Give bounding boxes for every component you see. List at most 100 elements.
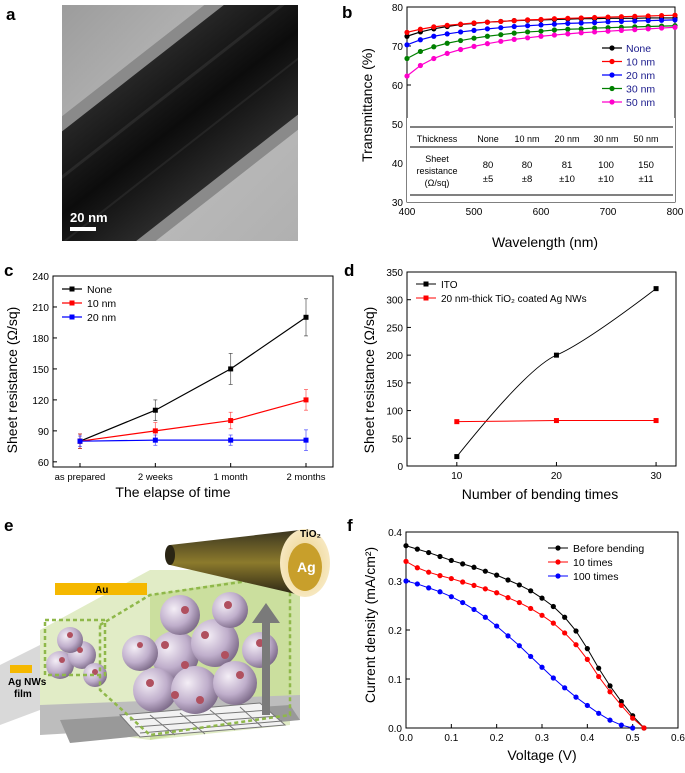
data-point bbox=[672, 17, 678, 23]
data-point bbox=[562, 614, 568, 620]
data-point bbox=[653, 286, 659, 292]
y-tick-label: 350 bbox=[386, 268, 403, 279]
plot-frame-f bbox=[405, 531, 679, 729]
data-point bbox=[538, 28, 544, 34]
x-tick-label: 20 bbox=[551, 471, 563, 482]
data-point bbox=[152, 407, 158, 413]
legend-label: None bbox=[626, 43, 651, 55]
panel-label-a: a bbox=[6, 5, 16, 24]
data-point bbox=[511, 30, 517, 36]
table-header: Thickness bbox=[417, 134, 458, 144]
y-tick-label: 210 bbox=[32, 303, 49, 314]
data-point bbox=[618, 27, 624, 33]
y-tick-label: 70 bbox=[392, 42, 404, 53]
y-tick-label: 40 bbox=[392, 159, 404, 170]
data-point bbox=[618, 698, 624, 705]
table-value: 80 bbox=[522, 160, 533, 171]
data-point bbox=[228, 437, 234, 443]
data-point bbox=[460, 561, 466, 567]
xlabel-b: Wavelength (nm) bbox=[492, 234, 598, 250]
legend-label: 10 nm bbox=[626, 57, 655, 69]
data-point bbox=[539, 664, 545, 670]
legend-marker bbox=[609, 45, 615, 51]
data-point bbox=[498, 32, 504, 38]
table-header: None bbox=[477, 134, 499, 144]
data-point bbox=[431, 44, 437, 50]
data-point bbox=[460, 599, 466, 606]
nanowire-cylinder bbox=[165, 529, 330, 597]
data-point bbox=[538, 33, 544, 39]
x-tick-label: 700 bbox=[600, 207, 617, 218]
y-tick-label: 0.3 bbox=[388, 577, 402, 588]
data-point bbox=[596, 710, 602, 716]
data-point bbox=[550, 675, 556, 681]
data-point bbox=[484, 26, 490, 32]
x-tick-label: 30 bbox=[651, 471, 663, 482]
data-point bbox=[592, 14, 598, 21]
legend-marker bbox=[555, 559, 561, 565]
chart-b: b Wavelength (nm) Transmittance (%) 3040… bbox=[342, 3, 684, 250]
table-value: 80 bbox=[483, 160, 494, 171]
data-point bbox=[404, 55, 410, 62]
data-point bbox=[632, 27, 638, 33]
data-point bbox=[303, 314, 309, 320]
data-point bbox=[458, 21, 464, 27]
y-tick-label: 30 bbox=[392, 198, 404, 209]
series-line-ITO bbox=[456, 288, 657, 457]
y-tick-label: 90 bbox=[38, 427, 50, 438]
legend-label: ITO bbox=[441, 280, 458, 291]
nanowire-mesh bbox=[118, 702, 287, 738]
data-point bbox=[596, 673, 602, 680]
y-tick-label: 0.4 bbox=[388, 528, 402, 539]
panel-label-e: e bbox=[4, 516, 13, 535]
data-point bbox=[471, 20, 477, 26]
series-line-10 nm bbox=[79, 399, 307, 442]
table-row-label: resistance bbox=[416, 166, 457, 176]
data-point bbox=[448, 575, 454, 582]
data-point bbox=[431, 24, 437, 30]
data-point bbox=[498, 38, 504, 44]
data-point bbox=[516, 599, 522, 606]
data-point bbox=[482, 568, 488, 574]
series-line-None bbox=[79, 316, 307, 442]
x-tick-label: 0.1 bbox=[444, 733, 458, 744]
legend-marker bbox=[69, 286, 75, 292]
legend-marker bbox=[609, 85, 615, 92]
x-tick-label: 0.3 bbox=[535, 733, 549, 744]
x-tick-label: 400 bbox=[399, 207, 416, 218]
data-point bbox=[471, 43, 477, 49]
data-point bbox=[525, 23, 531, 29]
data-point bbox=[659, 25, 665, 31]
data-point bbox=[584, 656, 590, 662]
x-tick-label: 2 months bbox=[286, 472, 325, 483]
table-value: 150 bbox=[638, 160, 654, 171]
data-point bbox=[607, 683, 613, 689]
legend-marker bbox=[69, 300, 75, 306]
table-row-label: (Ω/sq) bbox=[425, 178, 450, 188]
x-tick-label: 600 bbox=[533, 207, 550, 218]
data-point bbox=[505, 577, 511, 583]
data-point bbox=[578, 26, 584, 32]
data-point bbox=[152, 437, 158, 443]
data-point bbox=[605, 19, 611, 25]
data-point bbox=[498, 25, 504, 31]
data-point bbox=[404, 73, 410, 79]
data-point bbox=[528, 653, 534, 660]
legend-marker bbox=[555, 573, 561, 579]
series-line-Before bending bbox=[405, 545, 645, 729]
x-tick-label: 500 bbox=[466, 207, 483, 218]
panel-d: d Number of bending times Sheet resistan… bbox=[340, 261, 685, 510]
data-point bbox=[444, 31, 450, 37]
data-point bbox=[494, 623, 500, 629]
data-point bbox=[565, 31, 571, 37]
film-label-2: film bbox=[14, 689, 32, 700]
x-tick-label: 800 bbox=[667, 207, 684, 218]
data-point bbox=[645, 13, 651, 19]
panel-f: f Voltage (V) Current density (mA/cm²) 0… bbox=[345, 515, 685, 768]
data-point bbox=[414, 546, 420, 552]
data-point bbox=[584, 702, 590, 709]
legend-label: 50 nm bbox=[626, 97, 655, 109]
data-point bbox=[550, 620, 556, 626]
data-point bbox=[303, 437, 309, 443]
table-error: ±10 bbox=[598, 174, 614, 185]
